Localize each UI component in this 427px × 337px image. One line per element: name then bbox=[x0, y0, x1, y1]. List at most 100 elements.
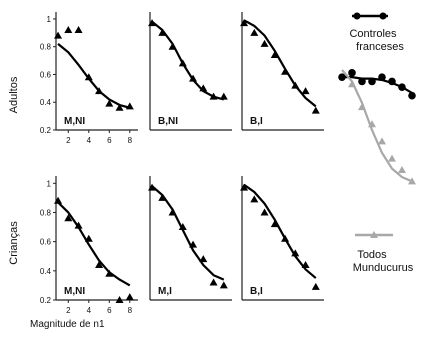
data-point-triangle bbox=[54, 31, 63, 39]
x-tick-label: 6 bbox=[107, 306, 112, 315]
data-point-triangle bbox=[311, 282, 320, 290]
data-point-triangle bbox=[74, 26, 83, 34]
legend-all-label-1: Todos bbox=[357, 249, 387, 261]
data-point-triangle bbox=[260, 39, 269, 47]
panel-label: M,I bbox=[158, 286, 172, 297]
data-point-triangle bbox=[260, 208, 269, 216]
data-point-triangle bbox=[178, 223, 187, 231]
fit-curve bbox=[57, 201, 131, 287]
x-tick-label: 4 bbox=[87, 136, 92, 145]
data-point-triangle bbox=[368, 120, 376, 128]
data-point-triangle bbox=[115, 103, 124, 111]
panel-6: B,I bbox=[240, 176, 324, 301]
data-point-triangle bbox=[189, 240, 198, 248]
y-tick-label: 0.8 bbox=[40, 43, 52, 52]
data-point-triangle bbox=[281, 234, 290, 242]
data-point-triangle bbox=[158, 28, 167, 36]
panel-4: 0.2 0.4 0.6 0.8 1 2 4 6 8 M,NI bbox=[40, 176, 138, 315]
panel-label: B,I bbox=[250, 116, 263, 127]
data-point-triangle bbox=[95, 260, 104, 268]
legend-controls-marker-left bbox=[353, 12, 361, 20]
data-point-triangle bbox=[240, 19, 249, 27]
data-point-triangle bbox=[95, 87, 104, 95]
panel-label: B,NI bbox=[158, 116, 178, 127]
data-point-triangle bbox=[291, 81, 300, 89]
x-axis-label: Magnitude de n1 bbox=[30, 319, 105, 330]
data-point-circle bbox=[378, 73, 386, 81]
data-point-circle bbox=[338, 73, 346, 81]
y-tick-label: 0.8 bbox=[40, 208, 52, 217]
data-point-triangle bbox=[219, 281, 228, 289]
legend-controls-label-2: franceses bbox=[356, 41, 404, 53]
panel-7 bbox=[338, 69, 416, 185]
data-point-circle bbox=[408, 91, 416, 100]
data-point-triangle bbox=[250, 28, 259, 36]
panel-5: M,I bbox=[148, 176, 232, 301]
fit-curve bbox=[243, 19, 317, 108]
fit-curve bbox=[57, 43, 131, 109]
data-point-triangle bbox=[105, 269, 114, 277]
data-point-triangle bbox=[125, 293, 134, 301]
y-tick-label: 0.4 bbox=[40, 267, 52, 276]
y-tick-label: 1 bbox=[47, 15, 52, 24]
y-tick-label: 0.4 bbox=[40, 98, 52, 107]
data-point-triangle bbox=[148, 183, 157, 191]
data-point-triangle bbox=[189, 74, 198, 82]
y-tick-label: 0.2 bbox=[40, 126, 52, 135]
panel-label: M,NI bbox=[64, 116, 85, 127]
panel-label: M,NI bbox=[64, 286, 85, 297]
legend-all-marker bbox=[370, 231, 378, 238]
row-label-children: Crianças bbox=[8, 221, 20, 265]
data-point-triangle bbox=[168, 42, 177, 50]
legend: Controles franceses Todos Munducurus bbox=[349, 12, 414, 274]
x-tick-label: 2 bbox=[66, 136, 71, 145]
x-tick-label: 4 bbox=[87, 306, 92, 315]
data-point-triangle bbox=[219, 92, 228, 100]
data-point-triangle bbox=[270, 220, 279, 228]
data-point-triangle bbox=[311, 106, 320, 114]
data-point-circle bbox=[358, 77, 366, 86]
y-tick-label: 0.2 bbox=[40, 296, 52, 305]
data-point-triangle bbox=[84, 73, 93, 81]
data-point-triangle bbox=[408, 177, 416, 185]
data-point-triangle bbox=[209, 92, 218, 100]
data-point-triangle bbox=[291, 249, 300, 257]
data-point-triangle bbox=[158, 193, 167, 201]
data-point-triangle bbox=[348, 80, 356, 88]
data-point-triangle bbox=[84, 234, 93, 242]
data-point-triangle bbox=[240, 183, 249, 191]
data-point-triangle bbox=[398, 166, 406, 173]
data-point-triangle bbox=[178, 59, 187, 67]
data-point-triangle bbox=[199, 255, 208, 263]
legend-all-label-2: Munducurus bbox=[353, 262, 414, 274]
chart-panels: 0.2 0.4 0.6 0.8 1 2 4 6 8 M,NI B,NI B,I 0.2 0.4 0.6 0.8… bbox=[40, 12, 416, 315]
data-point-circle bbox=[398, 83, 406, 91]
data-point-triangle bbox=[168, 208, 177, 216]
panel-label: B,I bbox=[250, 286, 263, 297]
data-point-triangle bbox=[301, 260, 310, 268]
row-label-adults: Adultos bbox=[8, 76, 20, 113]
data-point-triangle bbox=[148, 19, 157, 27]
data-point-circle bbox=[368, 77, 376, 86]
data-point-triangle bbox=[105, 99, 114, 107]
data-point-triangle bbox=[358, 103, 366, 111]
data-point-triangle bbox=[64, 26, 73, 34]
data-point-triangle bbox=[388, 154, 396, 162]
x-tick-label: 2 bbox=[66, 306, 71, 315]
x-tick-label: 6 bbox=[107, 136, 112, 145]
data-point-triangle bbox=[270, 51, 279, 59]
y-tick-label: 0.6 bbox=[40, 238, 52, 247]
panel-3: B,I bbox=[240, 12, 324, 131]
x-tick-label: 8 bbox=[128, 306, 133, 315]
data-point-triangle bbox=[301, 87, 310, 95]
data-point-triangle bbox=[209, 278, 218, 286]
data-point-triangle bbox=[250, 195, 259, 203]
legend-controls-marker-right bbox=[379, 12, 387, 20]
data-point-triangle bbox=[115, 296, 124, 303]
data-point-triangle bbox=[54, 196, 63, 204]
panel-2: B,NI bbox=[148, 12, 232, 131]
data-point-circle bbox=[388, 77, 396, 86]
data-point-triangle bbox=[281, 67, 290, 75]
data-point-triangle bbox=[199, 84, 208, 92]
